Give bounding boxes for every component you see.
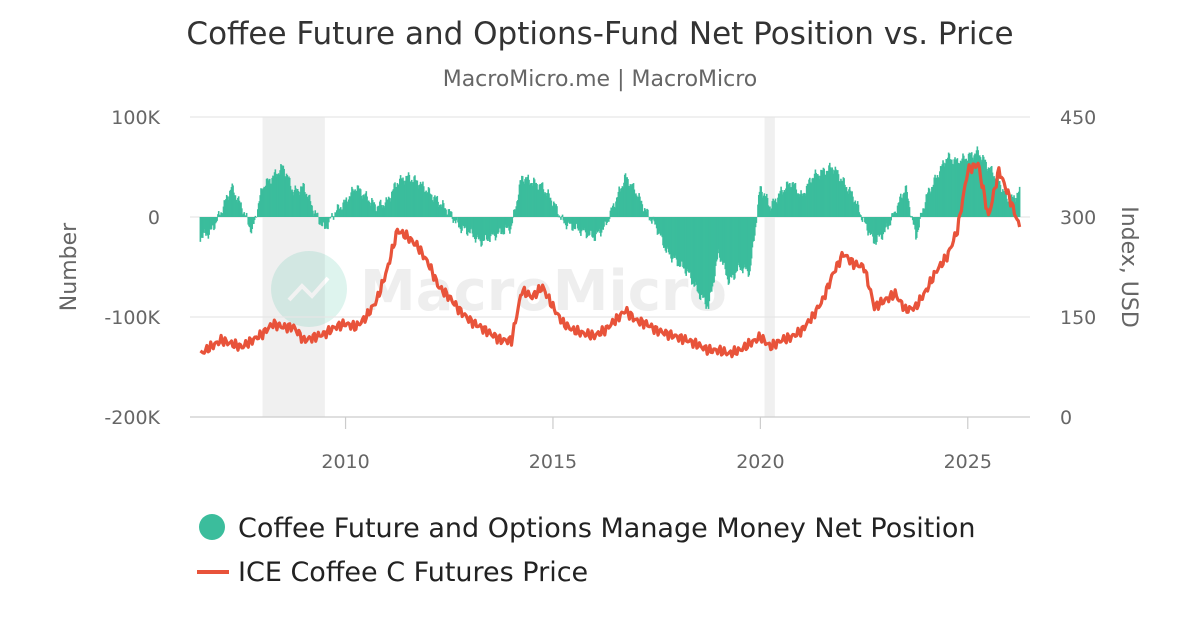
axes: 100K 0 -100K -200K 450 300 150 0 2010 2015 2020 202… — [104, 107, 1096, 473]
y-left-tick-label: 100K — [111, 107, 160, 129]
bar — [445, 209, 447, 217]
bar — [889, 217, 892, 226]
bar — [556, 206, 558, 217]
bar — [329, 217, 332, 219]
bar — [919, 217, 921, 219]
y-left-tick-label: 0 — [148, 207, 160, 229]
bar — [327, 217, 329, 230]
bar — [894, 211, 896, 217]
bar — [566, 217, 569, 227]
y-right-axis-label: Index, USD — [1116, 206, 1141, 328]
bar — [217, 211, 220, 217]
bar — [241, 208, 243, 217]
bar — [890, 217, 892, 221]
bar — [332, 217, 335, 220]
bar — [561, 214, 564, 217]
bar — [243, 212, 246, 217]
bar — [651, 217, 653, 224]
bar — [328, 217, 330, 223]
watermark: MacroMicro — [271, 251, 727, 327]
bar — [556, 213, 559, 217]
bar — [918, 217, 920, 228]
bar — [558, 215, 561, 217]
legend-item-price[interactable]: ICE Coffee C Futures Price — [197, 557, 588, 588]
y-right-tick-label: 300 — [1060, 207, 1096, 229]
bar — [245, 212, 248, 217]
watermark-logo-mark — [287, 276, 330, 302]
x-tick-label: 2025 — [944, 451, 992, 473]
chart-subtitle: MacroMicro.me | MacroMicro — [443, 67, 758, 92]
bar — [374, 204, 376, 217]
bar — [1018, 186, 1021, 217]
bar — [316, 212, 319, 217]
bar — [255, 217, 258, 218]
bar — [253, 217, 256, 221]
legend: Coffee Future and Options Manage Money N… — [197, 513, 976, 588]
y-right-tick-label: 150 — [1060, 307, 1096, 329]
bar — [216, 217, 218, 221]
x-tick-label: 2010 — [321, 451, 369, 473]
legend-item-net-position[interactable]: Coffee Future and Options Manage Money N… — [199, 513, 976, 544]
bar — [511, 217, 514, 224]
bar — [512, 217, 514, 218]
y-right-tick-label: 0 — [1060, 407, 1072, 429]
bar — [857, 204, 860, 217]
bar — [641, 204, 644, 217]
legend-label-price: ICE Coffee C Futures Price — [238, 557, 588, 588]
legend-label-net-position: Coffee Future and Options Manage Money N… — [238, 513, 976, 544]
bar — [911, 216, 913, 217]
bar — [647, 209, 649, 217]
bar — [909, 215, 912, 217]
shaded-period — [764, 117, 775, 417]
y-left-tick-label: -100K — [104, 307, 160, 329]
x-tick-label: 2020 — [736, 451, 784, 473]
bar — [450, 211, 453, 217]
bar — [755, 217, 758, 223]
bar — [331, 216, 334, 217]
watermark-logo-icon — [271, 251, 347, 327]
bar — [253, 217, 255, 224]
y-right-tick-label: 450 — [1060, 107, 1096, 129]
bar — [455, 217, 458, 221]
bar — [603, 217, 605, 227]
bar — [331, 213, 333, 217]
bar — [608, 217, 611, 219]
bar — [651, 217, 654, 220]
bar — [908, 207, 911, 217]
price-line — [199, 161, 1022, 359]
x-tick-label: 2015 — [529, 451, 577, 473]
net-position-bars — [199, 146, 1021, 309]
legend-bar-marker — [199, 514, 225, 540]
shaded-period — [262, 117, 325, 417]
chart-title: Coffee Future and Options-Fund Net Posit… — [186, 16, 1013, 52]
bar — [860, 215, 862, 217]
bar — [312, 210, 314, 217]
bar — [254, 215, 257, 217]
y-left-tick-label: -200K — [104, 407, 160, 429]
bar — [608, 217, 610, 222]
shaded-periods — [262, 117, 775, 417]
bar — [560, 217, 562, 220]
bar — [861, 217, 864, 222]
y-left-axis-label: Number — [57, 222, 82, 311]
